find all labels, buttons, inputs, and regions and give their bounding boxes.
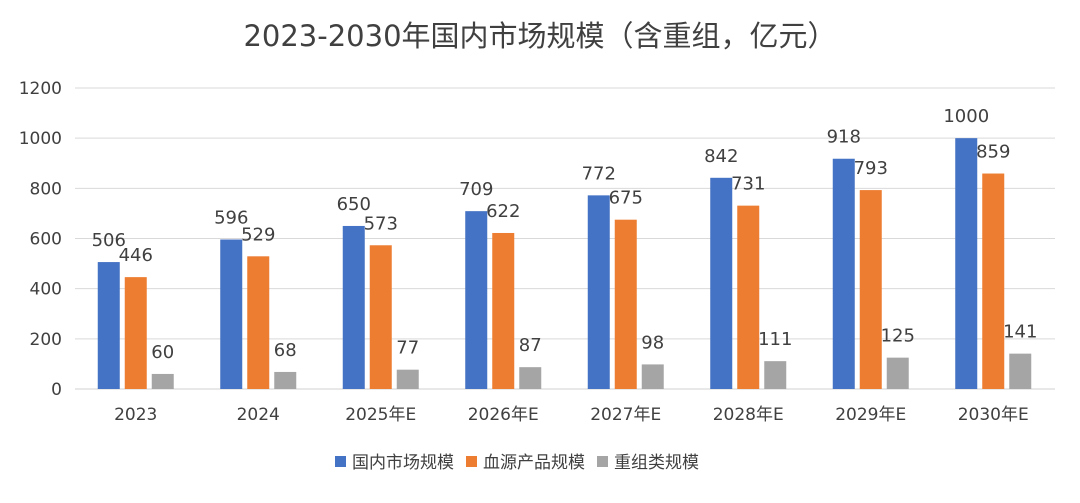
y-tick-label: 1000 bbox=[19, 129, 62, 149]
data-label: 1000 bbox=[943, 106, 989, 127]
data-label: 68 bbox=[274, 340, 297, 361]
bar-2-7 bbox=[1009, 353, 1032, 389]
x-tick-label: 2029年E bbox=[835, 405, 906, 425]
data-label: 87 bbox=[519, 335, 542, 356]
bars bbox=[97, 138, 1032, 389]
bar-1-3 bbox=[492, 232, 515, 389]
y-tick-label: 400 bbox=[30, 280, 62, 300]
legend-label: 重组类规模 bbox=[614, 453, 699, 473]
bar-1-5 bbox=[737, 205, 760, 389]
y-tick-label: 0 bbox=[51, 380, 62, 400]
bar-2-6 bbox=[886, 357, 909, 389]
bar-0-1 bbox=[220, 239, 243, 389]
legend: 国内市场规模 血源产品规模 重组类规模 bbox=[335, 453, 699, 473]
legend-swatch bbox=[335, 456, 346, 467]
legend-label: 国内市场规模 bbox=[352, 453, 454, 473]
x-tick-label: 2024 bbox=[237, 405, 280, 425]
data-label: 842 bbox=[704, 146, 738, 167]
data-label: 772 bbox=[582, 163, 616, 184]
data-label: 141 bbox=[1003, 322, 1037, 343]
data-label: 111 bbox=[758, 329, 792, 350]
data-label: 125 bbox=[881, 326, 915, 347]
bar-2-5 bbox=[764, 361, 787, 389]
bar-1-6 bbox=[859, 190, 882, 389]
data-label: 859 bbox=[976, 142, 1010, 163]
data-label: 622 bbox=[486, 201, 520, 222]
bar-0-3 bbox=[465, 211, 488, 389]
data-label: 650 bbox=[337, 194, 371, 215]
x-tick-label: 2027年E bbox=[590, 405, 661, 425]
data-label: 506 bbox=[92, 230, 126, 251]
x-tick-label: 2028年E bbox=[713, 405, 784, 425]
bar-2-3 bbox=[519, 367, 542, 389]
bar-0-7 bbox=[955, 138, 978, 389]
y-tick-label: 1200 bbox=[19, 79, 62, 99]
bar-2-4 bbox=[641, 364, 664, 389]
data-label: 529 bbox=[241, 224, 275, 245]
data-label: 98 bbox=[641, 332, 664, 353]
bar-0-5 bbox=[710, 177, 733, 389]
y-tick-label: 800 bbox=[30, 179, 62, 199]
bar-0-6 bbox=[832, 158, 855, 389]
bar-0-0 bbox=[97, 262, 120, 389]
x-tick-label: 2023 bbox=[114, 405, 157, 425]
bar-2-2 bbox=[396, 369, 419, 389]
chart-title: 2023-2030年国内市场规模（含重组，亿元） bbox=[243, 19, 836, 53]
y-tick-label: 600 bbox=[30, 230, 62, 250]
bar-1-4 bbox=[614, 219, 637, 389]
bar-2-1 bbox=[274, 371, 297, 389]
data-label: 918 bbox=[827, 127, 861, 148]
data-label: 596 bbox=[214, 208, 248, 229]
bar-1-2 bbox=[369, 245, 392, 389]
bar-0-4 bbox=[587, 195, 610, 389]
data-label: 709 bbox=[459, 179, 493, 200]
bar-1-1 bbox=[247, 256, 270, 389]
legend-label: 血源产品规模 bbox=[483, 453, 585, 473]
y-axis-ticks: 0 200 400 600 800 1000 1200 bbox=[19, 79, 62, 400]
legend-swatch bbox=[466, 456, 477, 467]
data-label: 77 bbox=[396, 338, 419, 359]
data-label: 446 bbox=[119, 245, 153, 266]
data-label: 793 bbox=[854, 158, 888, 179]
data-label: 573 bbox=[364, 213, 398, 234]
y-tick-label: 200 bbox=[30, 330, 62, 350]
data-label: 675 bbox=[609, 188, 643, 209]
bar-2-0 bbox=[151, 373, 174, 389]
data-label: 60 bbox=[151, 342, 174, 363]
x-tick-label: 2026年E bbox=[468, 405, 539, 425]
x-axis-ticks: 2023 2024 2025年E 2026年E 2027年E 2028年E 2029年E 20… bbox=[114, 405, 1029, 425]
x-tick-label: 2030年E bbox=[958, 405, 1029, 425]
data-label: 731 bbox=[731, 174, 765, 195]
bar-1-0 bbox=[124, 277, 147, 389]
x-tick-label: 2025年E bbox=[345, 405, 416, 425]
legend-swatch bbox=[597, 456, 608, 467]
bar-0-2 bbox=[342, 225, 365, 389]
bar-1-7 bbox=[982, 173, 1005, 389]
